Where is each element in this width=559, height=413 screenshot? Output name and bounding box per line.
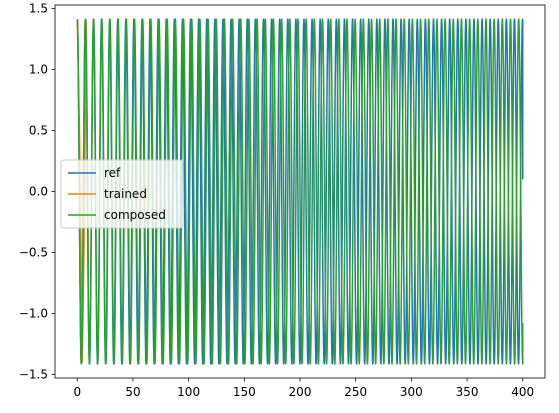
- series-line-composed: [76, 18, 524, 365]
- series-layer: [76, 18, 524, 365]
- y-tick-label: −1.5: [19, 367, 48, 381]
- legend-box: [60, 159, 184, 229]
- y-tick-label: 0.5: [29, 124, 48, 138]
- x-tick-label: 400: [511, 385, 534, 399]
- x-tick-label: 250: [344, 385, 367, 399]
- y-axis: −1.5 −1.0 −0.5 0.0 0.5 1.0 1.5: [19, 2, 55, 381]
- y-tick-label: −1.0: [19, 306, 48, 320]
- y-tick-label: −0.5: [19, 245, 48, 259]
- y-tick-label: 0.0: [29, 185, 48, 199]
- x-axis: 0 50 100 150 200 250 300 350 400: [73, 378, 534, 399]
- legend: ref trained composed: [60, 159, 184, 229]
- x-tick-label: 200: [289, 385, 312, 399]
- x-tick-label: 0: [73, 385, 81, 399]
- legend-label-composed: composed: [104, 208, 166, 222]
- legend-label-trained: trained: [104, 187, 147, 201]
- x-tick-label: 350: [456, 385, 479, 399]
- y-tick-label: 1.0: [29, 63, 48, 77]
- x-tick-label: 150: [233, 385, 256, 399]
- legend-label-ref: ref: [104, 166, 121, 180]
- y-tick-label: 1.5: [29, 2, 48, 16]
- x-tick-label: 50: [125, 385, 140, 399]
- x-tick-label: 300: [400, 385, 423, 399]
- x-tick-label: 100: [177, 385, 200, 399]
